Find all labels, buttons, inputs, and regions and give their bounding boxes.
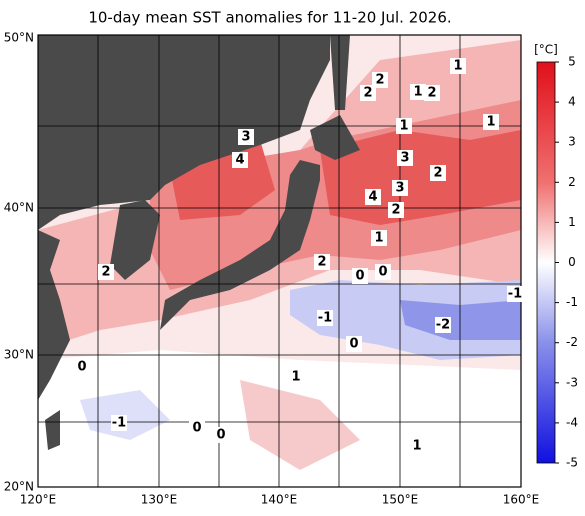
contour-label-bg (507, 286, 523, 302)
contour-label: 2 (363, 86, 372, 101)
colorbar-tick-label: -2 (566, 335, 578, 349)
contour-label-bg (365, 189, 381, 205)
contour-label-bg (397, 150, 413, 166)
contour-label: -2 (436, 318, 450, 333)
contour-label: 2 (317, 255, 326, 270)
contour-label: 1 (413, 85, 422, 100)
contour-label: 2 (375, 73, 384, 88)
contour-label: 1 (486, 115, 495, 130)
x-axis-label: 160°E (503, 493, 540, 507)
contour-label-bg (74, 359, 90, 375)
contour-label: 0 (355, 269, 364, 284)
colorbar-tick-label: 4 (568, 95, 576, 109)
contour-label-bg (372, 72, 388, 88)
contour-label-bg (375, 264, 391, 280)
contour-label: 3 (241, 130, 250, 145)
contour-label: 0 (77, 360, 86, 375)
colorbar (536, 61, 556, 464)
contour-label-bg (288, 369, 304, 385)
contour-label-bg (388, 202, 404, 218)
contour-label: -1 (508, 287, 522, 302)
contour-label: 2 (391, 203, 400, 218)
colorbar-tick-label: 0 (568, 255, 576, 269)
contour-label-bg (352, 268, 368, 284)
contour-label-bg (98, 264, 114, 280)
contour-label: 0 (349, 337, 358, 352)
contour-label: 2 (101, 265, 110, 280)
contour-label-bg (371, 230, 387, 246)
contour-label: 0 (378, 265, 387, 280)
contour-label-bg (435, 317, 451, 333)
contour-label-bg (450, 58, 466, 74)
contour-label-bg (430, 165, 446, 181)
contour-label-bg (238, 129, 254, 145)
x-axis-label: 130°E (141, 493, 178, 507)
contour-label-bg (232, 152, 248, 168)
title: 10-day mean SST anomalies for 11-20 Jul.… (88, 9, 451, 27)
y-axis-label: 50°N (4, 31, 34, 45)
y-axis-label: 30°N (4, 348, 34, 362)
x-axis-label: 120°E (20, 493, 57, 507)
contour-label: 4 (235, 153, 244, 168)
contour-label-bg (346, 336, 362, 352)
x-axis-label: 150°E (382, 493, 419, 507)
colorbar-tick-label: 3 (568, 135, 576, 149)
contour-label: 3 (400, 151, 409, 166)
x-axis-label: 140°E (261, 493, 298, 507)
contour-label: 2 (427, 86, 436, 101)
contour-label-bg (392, 180, 408, 196)
contour-label: 4 (368, 190, 377, 205)
colorbar-tick-label: 2 (568, 175, 576, 189)
contour-label: 2 (433, 166, 442, 181)
colorbar-tick-label: -1 (566, 295, 578, 309)
colorbar-tick-label: -5 (566, 456, 578, 470)
colorbar-tick-label: -3 (566, 375, 578, 389)
map-area (38, 35, 521, 487)
contour-label-bg (409, 438, 425, 454)
contour-label: 1 (453, 59, 462, 74)
colorbar-tick-label: -4 (566, 415, 578, 429)
contour-label: 0 (192, 421, 201, 436)
contour-label-bg (111, 415, 127, 431)
colorbar-unit: [°C] (534, 43, 558, 57)
colorbar-tick-label: 5 (568, 55, 576, 69)
contour-label: 0 (216, 428, 225, 443)
contour-label-bg (189, 420, 205, 436)
contour-label-bg (213, 427, 229, 443)
map-frame (37, 34, 522, 488)
colorbar-tick-label: 1 (568, 215, 576, 229)
contour-label: 1 (399, 119, 408, 134)
contour-label: 1 (291, 370, 300, 385)
contour-label: 1 (412, 439, 421, 454)
contour-label-bg (314, 254, 330, 270)
contour-label: 1 (374, 231, 383, 246)
contour-label: -1 (112, 416, 126, 431)
contour-label-bg (424, 85, 440, 101)
contour-label-bg (360, 85, 376, 101)
contour-label-bg (317, 310, 333, 326)
y-axis-label: 20°N (4, 480, 34, 494)
contour-label-bg (410, 84, 426, 100)
contour-label-bg (483, 114, 499, 130)
contour-label: 3 (395, 181, 404, 196)
contour-label: -1 (318, 311, 332, 326)
y-axis-label: 40°N (4, 201, 34, 215)
contour-label-bg (396, 118, 412, 134)
